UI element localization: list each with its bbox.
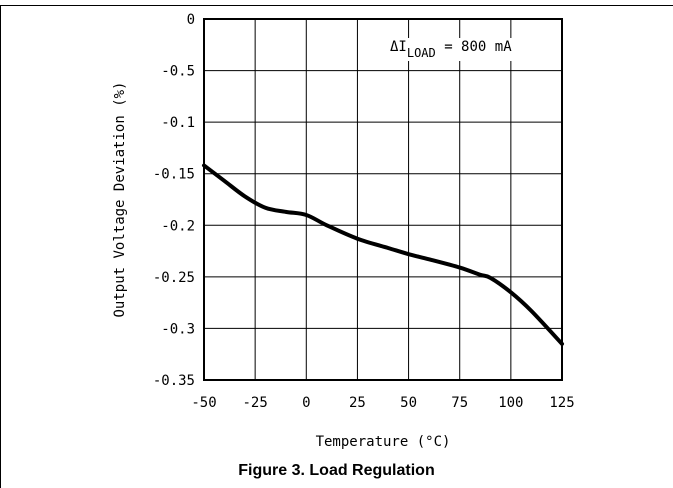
annotation-background: [387, 38, 516, 61]
annotation-value: = 800 mA: [436, 39, 512, 55]
series-line: [202, 163, 564, 346]
x-axis-title: Temperature (°C): [316, 434, 451, 450]
x-tick-label: 50: [400, 395, 417, 411]
y-tick-labels: 0 -0.5 -0.1 -0.15 -0.2 -0.25 -0.3 -0.35: [153, 12, 195, 389]
y-tick-label: 0: [187, 12, 195, 28]
load-regulation-chart: 0 -0.5 -0.1 -0.15 -0.2 -0.25 -0.3 -0.35 -50 -25 0…: [112, 12, 575, 450]
y-tick-label: -0.1: [161, 115, 195, 131]
plot-area-border: [203, 18, 563, 381]
y-tick-label: -0.5: [161, 64, 195, 80]
x-tick-label: 125: [549, 395, 574, 411]
x-tick-label: 0: [302, 395, 310, 411]
figure-caption: Figure 3. Load Regulation: [238, 462, 435, 479]
x-tick-label: -25: [242, 395, 267, 411]
annotation-delta-current: ΔI: [390, 39, 407, 55]
y-tick-label: -0.3: [161, 321, 195, 337]
x-tick-label: 75: [451, 395, 468, 411]
y-tick-label: -0.35: [153, 373, 195, 389]
frame-top-border: [0, 5, 673, 6]
y-axis-title: Output Voltage Deviation (%): [112, 81, 128, 317]
x-tick-label: 25: [349, 395, 366, 411]
load-current-annotation: ΔILOAD = 800 mA: [390, 39, 512, 60]
y-tick-label: -0.25: [153, 270, 195, 286]
annotation-subscript: LOAD: [407, 46, 436, 60]
y-tick-label: -0.15: [153, 167, 195, 183]
x-tick-labels: -50 -25 0 25 50 75 100 125: [191, 395, 574, 411]
x-tick-label: 100: [498, 395, 523, 411]
y-tick-label: -0.2: [161, 218, 195, 234]
grid-lines: [203, 18, 563, 381]
x-tick-label: -50: [191, 395, 216, 411]
frame-left-border: [0, 5, 1, 488]
